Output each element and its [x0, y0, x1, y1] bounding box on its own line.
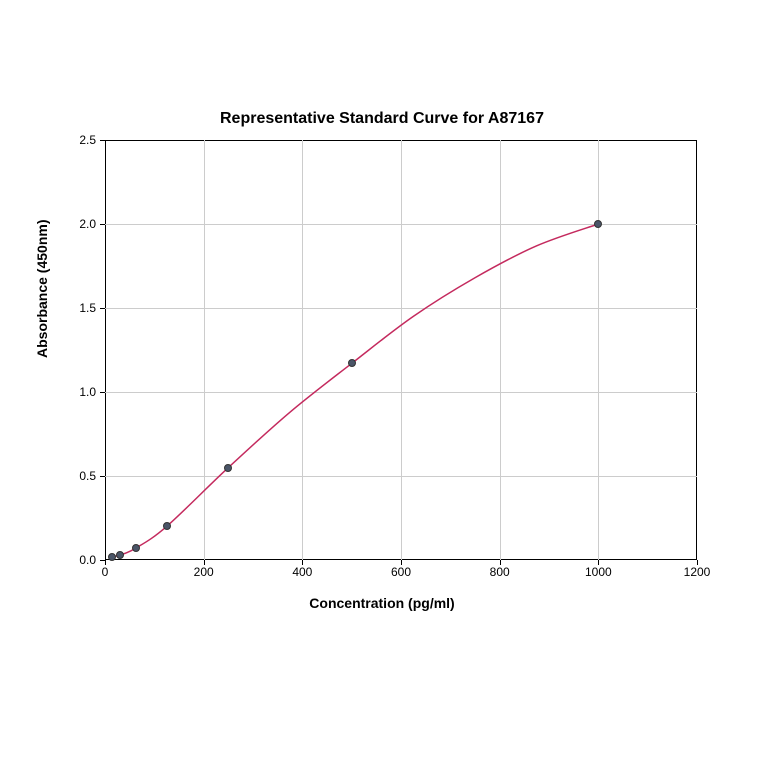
x-axis-label: Concentration (pg/ml) [0, 595, 764, 611]
data-marker [224, 464, 232, 472]
data-marker [132, 544, 140, 552]
x-tick-label: 200 [194, 565, 214, 579]
x-tick-label: 600 [391, 565, 411, 579]
y-tick-mark [100, 560, 105, 561]
y-tick-label: 2.0 [79, 217, 96, 231]
y-tick-label: 2.5 [79, 133, 96, 147]
x-tick-label: 1000 [585, 565, 612, 579]
data-marker [163, 522, 171, 530]
y-tick-label: 1.5 [79, 301, 96, 315]
x-tick-label: 800 [490, 565, 510, 579]
y-tick-label: 0.5 [79, 469, 96, 483]
data-marker [594, 220, 602, 228]
y-tick-label: 0.0 [79, 553, 96, 567]
chart-plot-area [105, 140, 697, 560]
curve-line [105, 140, 697, 560]
chart-title: Representative Standard Curve for A87167 [0, 110, 764, 128]
y-tick-label: 1.0 [79, 385, 96, 399]
y-axis-label: Absorbance (450nm) [34, 220, 50, 358]
x-tick-label: 400 [292, 565, 312, 579]
x-tick-label: 1200 [684, 565, 711, 579]
x-tick-label: 0 [102, 565, 109, 579]
data-marker [116, 551, 124, 559]
data-marker [108, 553, 116, 561]
data-marker [348, 359, 356, 367]
